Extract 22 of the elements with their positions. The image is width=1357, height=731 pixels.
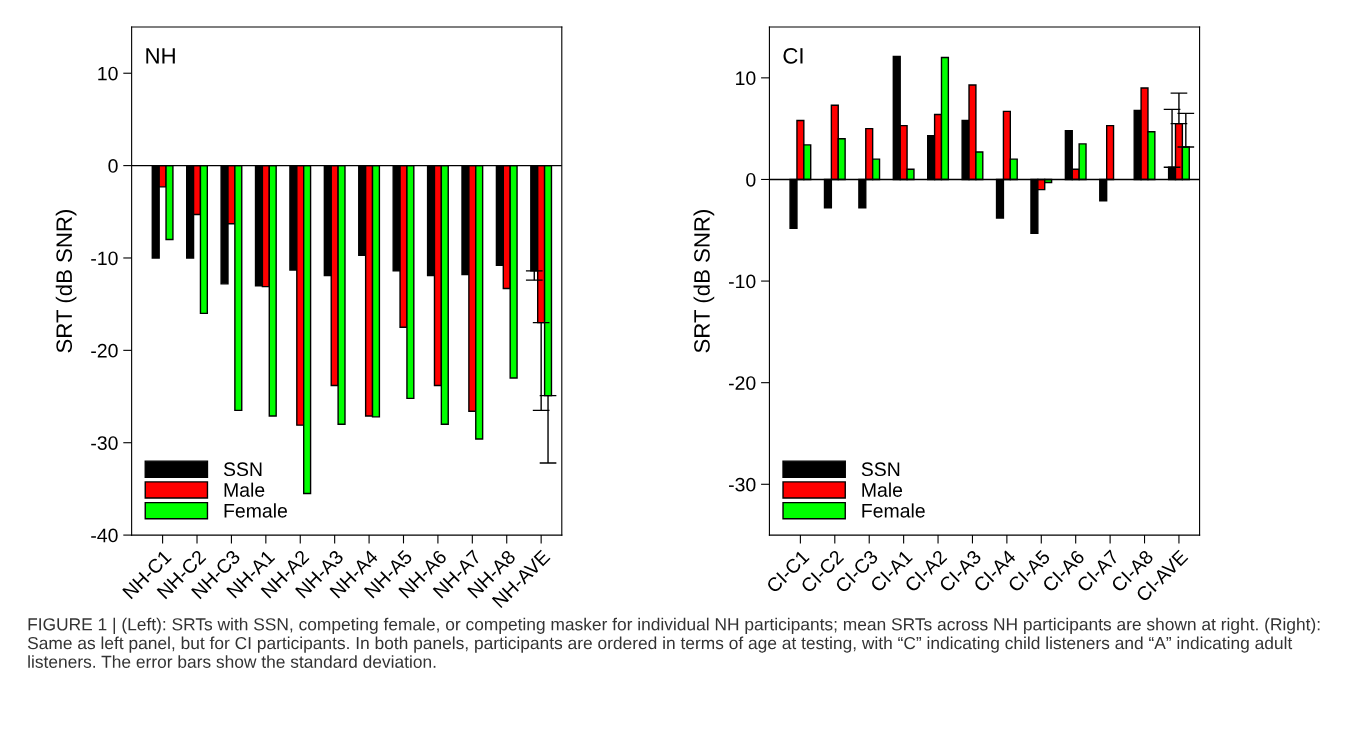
legend-label: Male xyxy=(862,482,903,497)
legend-label: Male xyxy=(224,482,265,497)
y-tick-label: 0 xyxy=(108,159,118,173)
y-tick-label: 0 xyxy=(746,172,756,187)
legend-label: Female xyxy=(862,503,925,518)
y-axis-title: SRT (dB SNR) xyxy=(693,209,715,353)
caption: FIGURE 1 | (Left): SRTs with SSN, competing female, or competing masker for individual NH participants; mean SRTs across NH participants are shown at right. (Right): Same as left panel, but for CI participants. In both panels, participants are ordered in terms of age at testing, with “C” indicating child listeners and “A” indicating adult listeners. The error bars show the standard deviation. xyxy=(27,617,1320,668)
y-tick-label: 10 xyxy=(736,71,756,86)
y-tick-label: -40 xyxy=(91,528,118,543)
y-tick-label: -10 xyxy=(91,251,118,266)
text: NH xyxy=(146,48,175,64)
y-tick-label: -20 xyxy=(728,376,756,390)
y-axis-title: SRT (dB SNR) xyxy=(55,209,77,353)
legend-label: SSN xyxy=(223,462,262,477)
legend-label: Female xyxy=(224,503,287,518)
legend-label: SSN xyxy=(861,462,900,477)
text: CI xyxy=(783,47,803,64)
y-tick-label: -10 xyxy=(728,274,756,289)
y-tick-label: -30 xyxy=(91,436,118,450)
y-tick-label: -30 xyxy=(728,477,756,492)
y-tick-label: -20 xyxy=(91,343,118,358)
y-tick-label: 10 xyxy=(98,66,118,81)
